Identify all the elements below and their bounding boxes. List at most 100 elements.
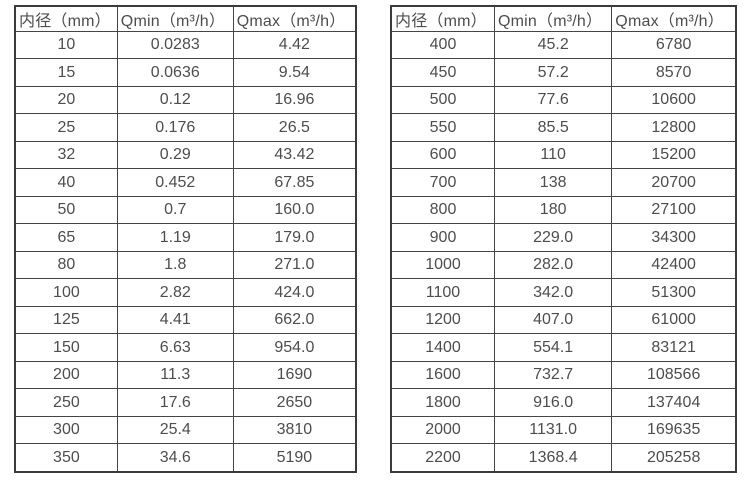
table-cell: 5190 [232, 443, 357, 473]
column-header: 内径（mm） [390, 5, 495, 32]
table-row: 40 0.452 67.85 [14, 168, 357, 197]
table-cell: 67.85 [232, 168, 357, 197]
table-cell: 900 [390, 223, 495, 252]
table-row: 20 0.12 16.96 [14, 85, 357, 115]
table-cell: 0.12 [116, 85, 234, 115]
table-cell: 15200 [611, 140, 737, 170]
table-cell: 1.8 [116, 250, 234, 280]
table-cell: 916.0 [493, 388, 613, 417]
table-cell: 20700 [611, 168, 737, 197]
table-cell: 34.6 [116, 443, 234, 473]
table-cell: 424.0 [232, 278, 357, 307]
table-cell: 2000 [390, 415, 495, 445]
table-cell: 9.54 [232, 58, 357, 87]
column-header: 内径（mm） [14, 5, 118, 32]
table-row: 1000 282.0 42400 [390, 250, 737, 280]
table-cell: 1100 [390, 278, 495, 307]
table-row: 700 138 20700 [390, 168, 737, 197]
table-row: 550 85.5 12800 [390, 113, 737, 142]
header-row: 内径（mm） Qmin（m³/h） Qmax（m³/h） [14, 5, 357, 32]
table-cell: 350 [14, 443, 118, 473]
table-cell: 1368.4 [493, 443, 613, 473]
table-cell: 6.63 [116, 333, 234, 362]
table-cell: 51300 [611, 278, 737, 307]
table-row: 900 229.0 34300 [390, 223, 737, 252]
table-row: 2000 1131.0 169635 [390, 415, 737, 445]
table-cell: 180 [493, 195, 613, 225]
table-cell: 15 [14, 58, 118, 87]
table-cell: 2650 [232, 388, 357, 417]
table-cell: 0.452 [116, 168, 234, 197]
table-cell: 400 [390, 30, 495, 60]
table-row: 32 0.29 43.42 [14, 140, 357, 170]
table-cell: 43.42 [232, 140, 357, 170]
table-row: 10 0.0283 4.42 [14, 30, 357, 60]
table-cell: 65 [14, 223, 118, 252]
table-cell: 0.0636 [116, 58, 234, 87]
table-row: 15 0.0636 9.54 [14, 58, 357, 87]
table-cell: 732.7 [493, 360, 613, 390]
table-cell: 1200 [390, 305, 495, 335]
table-cell: 100 [14, 278, 118, 307]
table-cell: 4.41 [116, 305, 234, 335]
table-cell: 6780 [611, 30, 737, 60]
table-cell: 205258 [611, 443, 737, 473]
table-cell: 1600 [390, 360, 495, 390]
table-cell: 2200 [390, 443, 495, 473]
table-row: 2200 1368.4 205258 [390, 443, 737, 473]
table-row: 200 11.3 1690 [14, 360, 357, 390]
table-row: 1600 732.7 108566 [390, 360, 737, 390]
table-cell: 45.2 [493, 30, 613, 60]
table-cell: 342.0 [493, 278, 613, 307]
table-cell: 17.6 [116, 388, 234, 417]
table-cell: 137404 [611, 388, 737, 417]
table-cell: 179.0 [232, 223, 357, 252]
table-cell: 600 [390, 140, 495, 170]
table-cell: 407.0 [493, 305, 613, 335]
table-cell: 0.29 [116, 140, 234, 170]
table-row: 1800 916.0 137404 [390, 388, 737, 417]
table-cell: 1000 [390, 250, 495, 280]
table-cell: 83121 [611, 333, 737, 362]
table-cell: 300 [14, 415, 118, 445]
table-cell: 108566 [611, 360, 737, 390]
table-row: 125 4.41 662.0 [14, 305, 357, 335]
table-cell: 16.96 [232, 85, 357, 115]
table-cell: 250 [14, 388, 118, 417]
table-cell: 11.3 [116, 360, 234, 390]
table-cell: 282.0 [493, 250, 613, 280]
header-row: 内径（mm） Qmin（m³/h） Qmax（m³/h） [390, 5, 737, 32]
table-row: 80 1.8 271.0 [14, 250, 357, 280]
table-cell: 26.5 [232, 113, 357, 142]
table-row: 300 25.4 3810 [14, 415, 357, 445]
table-cell: 25 [14, 113, 118, 142]
table-row: 1400 554.1 83121 [390, 333, 737, 362]
column-header: Qmin（m³/h） [493, 5, 613, 32]
table-row: 25 0.176 26.5 [14, 113, 357, 142]
table-cell: 27100 [611, 195, 737, 225]
flow-table-large-diameters: 内径（mm） Qmin（m³/h） Qmax（m³/h） 400 45.2 6780 450… [390, 5, 737, 473]
table-row: 50 0.7 160.0 [14, 195, 357, 225]
table-cell: 42400 [611, 250, 737, 280]
table-cell: 229.0 [493, 223, 613, 252]
table-cell: 2.82 [116, 278, 234, 307]
table-cell: 200 [14, 360, 118, 390]
table-cell: 32 [14, 140, 118, 170]
table-cell: 10600 [611, 85, 737, 115]
table-row: 600 110 15200 [390, 140, 737, 170]
table-row: 400 45.2 6780 [390, 30, 737, 60]
table-cell: 85.5 [493, 113, 613, 142]
table-row: 100 2.82 424.0 [14, 278, 357, 307]
table-cell: 1131.0 [493, 415, 613, 445]
table-cell: 50 [14, 195, 118, 225]
table-cell: 700 [390, 168, 495, 197]
table-cell: 0.0283 [116, 30, 234, 60]
table-cell: 25.4 [116, 415, 234, 445]
table-cell: 110 [493, 140, 613, 170]
table-cell: 550 [390, 113, 495, 142]
table-cell: 1.19 [116, 223, 234, 252]
table-row: 450 57.2 8570 [390, 58, 737, 87]
table-row: 65 1.19 179.0 [14, 223, 357, 252]
table-row: 350 34.6 5190 [14, 443, 357, 473]
